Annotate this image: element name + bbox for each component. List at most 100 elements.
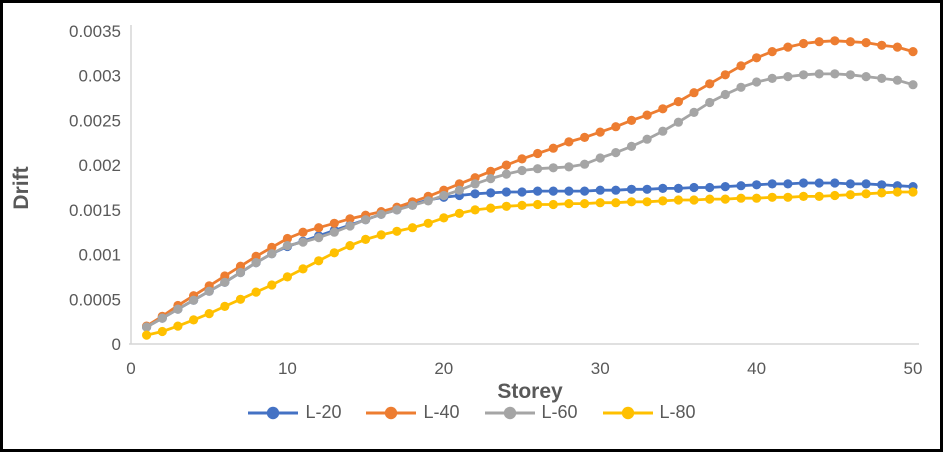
series-marker-L-20 xyxy=(517,187,527,197)
y-tick-label: 0.001 xyxy=(78,246,121,265)
series-marker-L-80 xyxy=(142,330,152,340)
series-marker-L-60 xyxy=(642,134,652,144)
series-marker-L-60 xyxy=(423,196,433,206)
series-marker-L-80 xyxy=(564,199,574,209)
legend-swatch-L-40 xyxy=(366,406,417,419)
series-marker-L-80 xyxy=(861,189,871,199)
series-marker-L-20 xyxy=(861,179,871,189)
series-marker-L-20 xyxy=(892,181,903,191)
legend-label-L-40: L-40 xyxy=(423,402,460,422)
series-marker-L-40 xyxy=(798,38,809,49)
series-marker-L-80 xyxy=(736,193,746,203)
series-marker-L-80 xyxy=(720,194,730,204)
series-marker-L-80 xyxy=(251,287,261,297)
series-marker-L-60 xyxy=(673,117,684,127)
series-marker-L-80 xyxy=(877,188,887,198)
x-tick-label: 40 xyxy=(747,359,766,378)
series-marker-L-40 xyxy=(861,38,871,48)
chart-legend: L-20 L-40 L-60 L-80 xyxy=(3,402,940,423)
series-marker-L-80 xyxy=(580,199,590,209)
legend-label-L-20: L-20 xyxy=(305,402,342,422)
series-marker-L-60 xyxy=(407,200,418,210)
series-marker-L-40 xyxy=(564,137,574,147)
series-marker-L-80 xyxy=(517,200,527,210)
series-marker-L-40 xyxy=(720,70,730,80)
y-tick-label: 0.002 xyxy=(78,156,121,175)
series-marker-L-40 xyxy=(877,40,887,50)
series-marker-L-80 xyxy=(189,315,199,325)
series-marker-L-80 xyxy=(173,321,183,331)
legend-swatch-L-20 xyxy=(248,406,299,419)
series-marker-L-20 xyxy=(673,183,684,193)
series-layer xyxy=(142,36,918,340)
series-marker-L-80 xyxy=(267,280,277,290)
series-marker-L-80 xyxy=(814,191,824,201)
series-marker-L-60 xyxy=(783,72,793,82)
series-marker-L-60 xyxy=(314,233,324,243)
series-marker-L-60 xyxy=(142,322,152,332)
series-marker-L-60 xyxy=(767,73,777,83)
series-marker-L-20 xyxy=(720,182,730,192)
series-marker-L-80 xyxy=(626,197,637,207)
series-marker-L-80 xyxy=(439,213,449,223)
series-marker-L-20 xyxy=(830,178,840,188)
series-marker-L-60 xyxy=(501,169,511,179)
series-marker-L-80 xyxy=(689,195,699,205)
series-marker-L-40 xyxy=(673,97,684,107)
series-marker-L-80 xyxy=(845,190,856,200)
series-marker-L-40 xyxy=(501,160,511,170)
legend-marker-L-60 xyxy=(503,406,516,419)
series-marker-L-40 xyxy=(736,61,746,71)
series-marker-L-80 xyxy=(611,198,621,208)
series-marker-L-60 xyxy=(892,75,903,85)
series-marker-L-20 xyxy=(798,178,809,188)
series-marker-L-80 xyxy=(767,192,777,202)
series-marker-L-60 xyxy=(376,209,386,219)
series-marker-L-40 xyxy=(767,47,777,57)
x-tick-label: 10 xyxy=(278,359,297,378)
y-tick-label: 0 xyxy=(112,335,121,354)
series-marker-L-40 xyxy=(454,179,464,189)
series-marker-L-40 xyxy=(548,143,558,153)
series-marker-L-60 xyxy=(580,159,590,169)
series-marker-L-80 xyxy=(892,187,903,197)
y-tick-label: 0.0005 xyxy=(69,290,121,309)
drift-vs-storey-chart: 0 0.0005 0.001 0.0015 0.002 0.0025 0.003 0.0035… xyxy=(10,22,923,403)
x-tick-label: 50 xyxy=(904,359,923,378)
series-marker-L-80 xyxy=(329,248,339,258)
series-marker-L-20 xyxy=(595,185,605,195)
x-tick-label: 30 xyxy=(591,359,610,378)
series-marker-L-60 xyxy=(486,174,496,184)
series-marker-L-60 xyxy=(533,164,543,174)
series-marker-L-40 xyxy=(314,223,324,233)
series-marker-L-60 xyxy=(689,107,699,117)
series-marker-L-20 xyxy=(767,179,777,189)
series-marker-L-20 xyxy=(626,184,637,194)
series-marker-L-40 xyxy=(220,271,230,281)
series-marker-L-80 xyxy=(533,199,543,210)
series-marker-L-20 xyxy=(736,181,746,191)
series-marker-L-20 xyxy=(580,186,590,196)
series-marker-L-20 xyxy=(501,187,511,197)
series-marker-L-60 xyxy=(548,163,558,173)
series-marker-L-20 xyxy=(548,186,558,196)
series-marker-L-80 xyxy=(658,196,668,206)
legend-item-L-60: L-60 xyxy=(484,402,578,423)
series-marker-L-60 xyxy=(329,227,339,237)
series-marker-L-40 xyxy=(517,154,527,164)
y-tick-label: 0.003 xyxy=(78,67,121,86)
series-marker-L-60 xyxy=(361,215,371,225)
series-marker-L-40 xyxy=(298,227,308,237)
x-tick-label: 0 xyxy=(126,359,135,378)
series-marker-L-60 xyxy=(392,205,402,215)
series-marker-L-80 xyxy=(783,192,793,202)
series-marker-L-40 xyxy=(580,132,590,142)
series-line-L-80 xyxy=(145,190,915,337)
legend-label-L-60: L-60 xyxy=(541,402,578,422)
legend-label-L-80: L-80 xyxy=(659,402,696,422)
series-marker-L-60 xyxy=(267,249,277,259)
series-marker-L-80 xyxy=(345,241,355,251)
series-marker-L-60 xyxy=(439,190,449,201)
series-marker-L-20 xyxy=(814,178,824,188)
